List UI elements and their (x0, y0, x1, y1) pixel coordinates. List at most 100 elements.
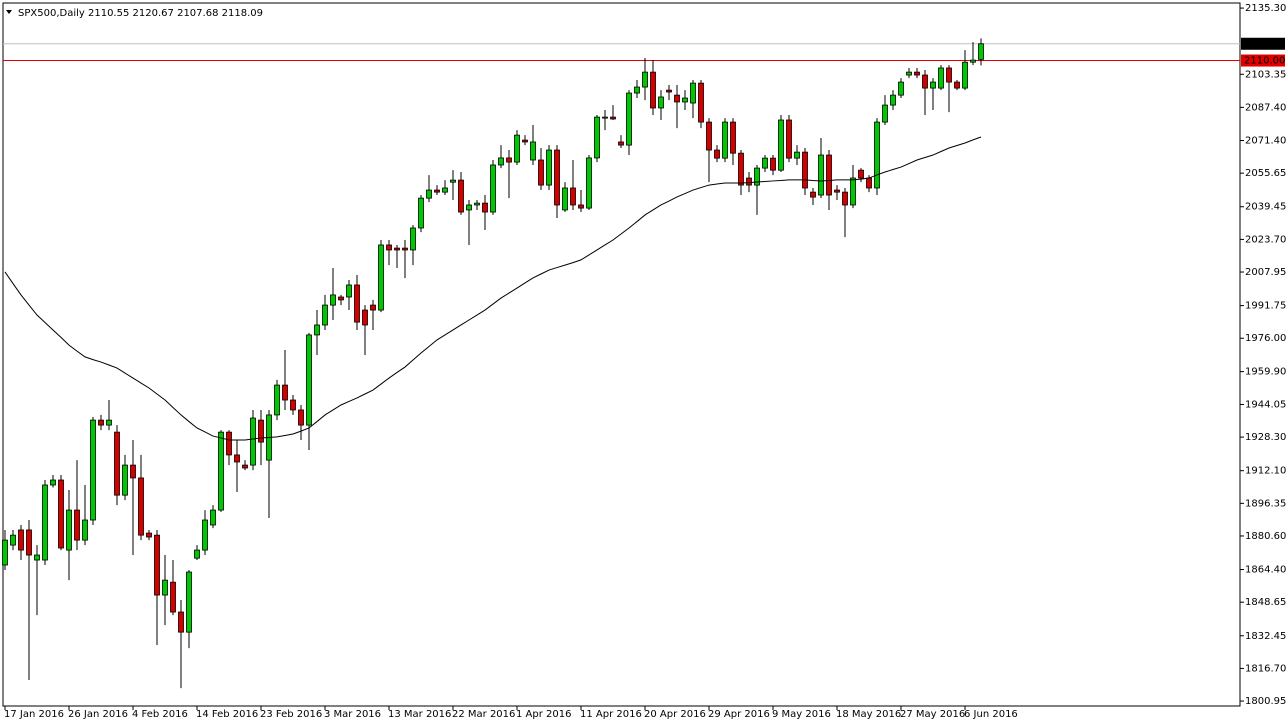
candle-body (522, 139, 528, 143)
candle-body (946, 67, 952, 83)
candle-body (586, 157, 592, 209)
candle-body (626, 92, 632, 146)
y-tick-label: 1880.60 (1245, 531, 1286, 542)
x-tick-label: 13 Mar 2016 (388, 709, 451, 720)
candle-body (66, 509, 72, 551)
y-tick-label: 2007.95 (1245, 267, 1286, 278)
candle-body (762, 157, 768, 169)
candle-body (298, 409, 304, 426)
candle-body (642, 71, 648, 88)
candle-body (202, 519, 208, 551)
candle-body (306, 334, 312, 426)
candle-body (554, 149, 560, 206)
y-tick-label: 2071.40 (1245, 136, 1286, 147)
high-value: 2120.67 (133, 8, 174, 19)
candle-body (834, 189, 840, 193)
candle-body (978, 43, 984, 60)
candle-body (906, 71, 912, 76)
x-tick-label: 29 Apr 2016 (708, 709, 770, 720)
price-box (1241, 37, 1285, 50)
candle-body (354, 284, 360, 323)
candle-body (930, 81, 936, 89)
x-tick-label: 26 Jan 2016 (68, 709, 128, 720)
candle-body (50, 479, 56, 486)
candle-body (98, 419, 104, 426)
candle-body (314, 324, 320, 336)
candle-body (2, 539, 8, 566)
candle-body (218, 431, 224, 511)
candle-body (730, 121, 736, 154)
candle-body (778, 119, 784, 171)
candle-body (842, 191, 848, 206)
candle-body (90, 419, 96, 521)
y-tick-label: 1896.35 (1245, 498, 1286, 509)
candle-body (922, 74, 928, 89)
chart-header: SPX500,Daily 2110.55 2120.67 2107.68 211… (18, 8, 263, 19)
candle-body (466, 204, 472, 211)
x-tick-label: 18 May 2016 (836, 709, 901, 720)
candle-body (594, 116, 600, 159)
candle-body (186, 571, 192, 633)
moving-average (4, 136, 982, 441)
candle-body (242, 464, 248, 469)
x-tick-label: 22 Mar 2016 (452, 709, 515, 720)
candle-body (722, 121, 728, 159)
candle-body (114, 431, 120, 496)
x-tick-label: 6 Jun 2016 (964, 709, 1018, 720)
candle-body (170, 581, 176, 613)
y-tick-label: 2103.35 (1245, 69, 1286, 80)
candle-body (770, 157, 776, 171)
level-label: 2110.00 (1244, 56, 1285, 67)
plot-frame (2, 2, 1241, 707)
candle-body (322, 304, 328, 326)
candle-body (18, 529, 24, 551)
candle-body (458, 179, 464, 213)
candle-body (618, 141, 624, 146)
candle-body (674, 94, 680, 103)
candle-body (442, 187, 448, 193)
candle-body (818, 154, 824, 196)
candle-body (530, 141, 536, 161)
close-value: 2118.09 (222, 8, 263, 19)
y-tick-label: 1800.95 (1245, 696, 1286, 707)
x-tick-label: 3 Mar 2016 (324, 709, 381, 720)
candle-body (338, 296, 344, 301)
candle-body (210, 509, 216, 526)
x-tick-label: 14 Feb 2016 (196, 709, 258, 720)
candle-body (850, 177, 856, 206)
x-tick-label: 27 May 2016 (900, 709, 965, 720)
candle-body (162, 579, 168, 596)
candle-body (146, 532, 152, 538)
candle-body (58, 479, 64, 549)
candle-body (506, 157, 512, 163)
y-tick-label: 1832.45 (1245, 631, 1286, 642)
candle-body (650, 71, 656, 109)
candle-body (634, 86, 640, 94)
candle-body (330, 294, 336, 306)
candle-body (970, 59, 976, 63)
menu-arrow[interactable] (6, 10, 12, 14)
y-tick-label: 1976.00 (1245, 333, 1286, 344)
candle-body (130, 464, 136, 479)
candle-body (538, 159, 544, 186)
y-tick-label: 2055.65 (1245, 168, 1286, 179)
candle-body (234, 454, 240, 463)
candle-body (362, 309, 368, 326)
y-tick-label: 1864.40 (1245, 565, 1286, 576)
y-tick-label: 1848.65 (1245, 597, 1286, 608)
x-tick-label: 1 Apr 2016 (516, 709, 571, 720)
candle-body (578, 204, 584, 209)
y-tick-label: 2135.30 (1245, 3, 1286, 14)
candle-body (858, 169, 864, 179)
y-tick-label: 1944.05 (1245, 399, 1286, 410)
candle-body (74, 509, 80, 541)
price-label: 2118.09 (1244, 39, 1285, 50)
candle-body (666, 89, 672, 93)
candle-body (514, 134, 520, 163)
candle-body (106, 419, 112, 426)
candle-body (434, 189, 440, 193)
candle-body (154, 534, 160, 596)
